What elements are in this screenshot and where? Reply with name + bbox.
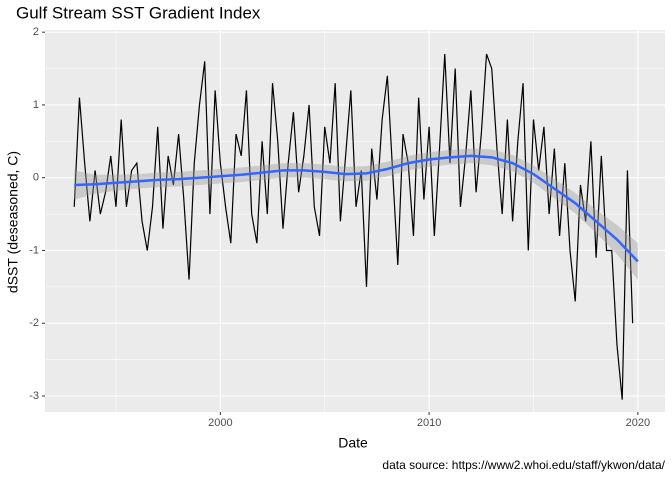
x-tick-label: 2020 (626, 417, 650, 429)
y-tick-label: 2 (33, 26, 39, 38)
y-tick-label: -2 (29, 317, 39, 329)
x-axis-label: Date (338, 435, 368, 451)
x-tick-label: 2010 (417, 417, 441, 429)
y-tick-label: 0 (33, 172, 39, 184)
panel (45, 30, 665, 412)
confidence-band (74, 148, 638, 280)
x-tick-label: 2000 (208, 417, 232, 429)
caption: data source: https://www2.whoi.edu/staff… (382, 458, 665, 472)
smooth-line (74, 154, 639, 263)
y-tick-label: 1 (33, 99, 39, 111)
y-tick-label: -3 (29, 390, 39, 402)
chart-title: Gulf Stream SST Gradient Index (16, 3, 261, 22)
y-axis-label: dSST (deseasoned, C) (5, 151, 21, 293)
data-line (73, 53, 634, 400)
y-tick-label: -1 (29, 244, 39, 256)
